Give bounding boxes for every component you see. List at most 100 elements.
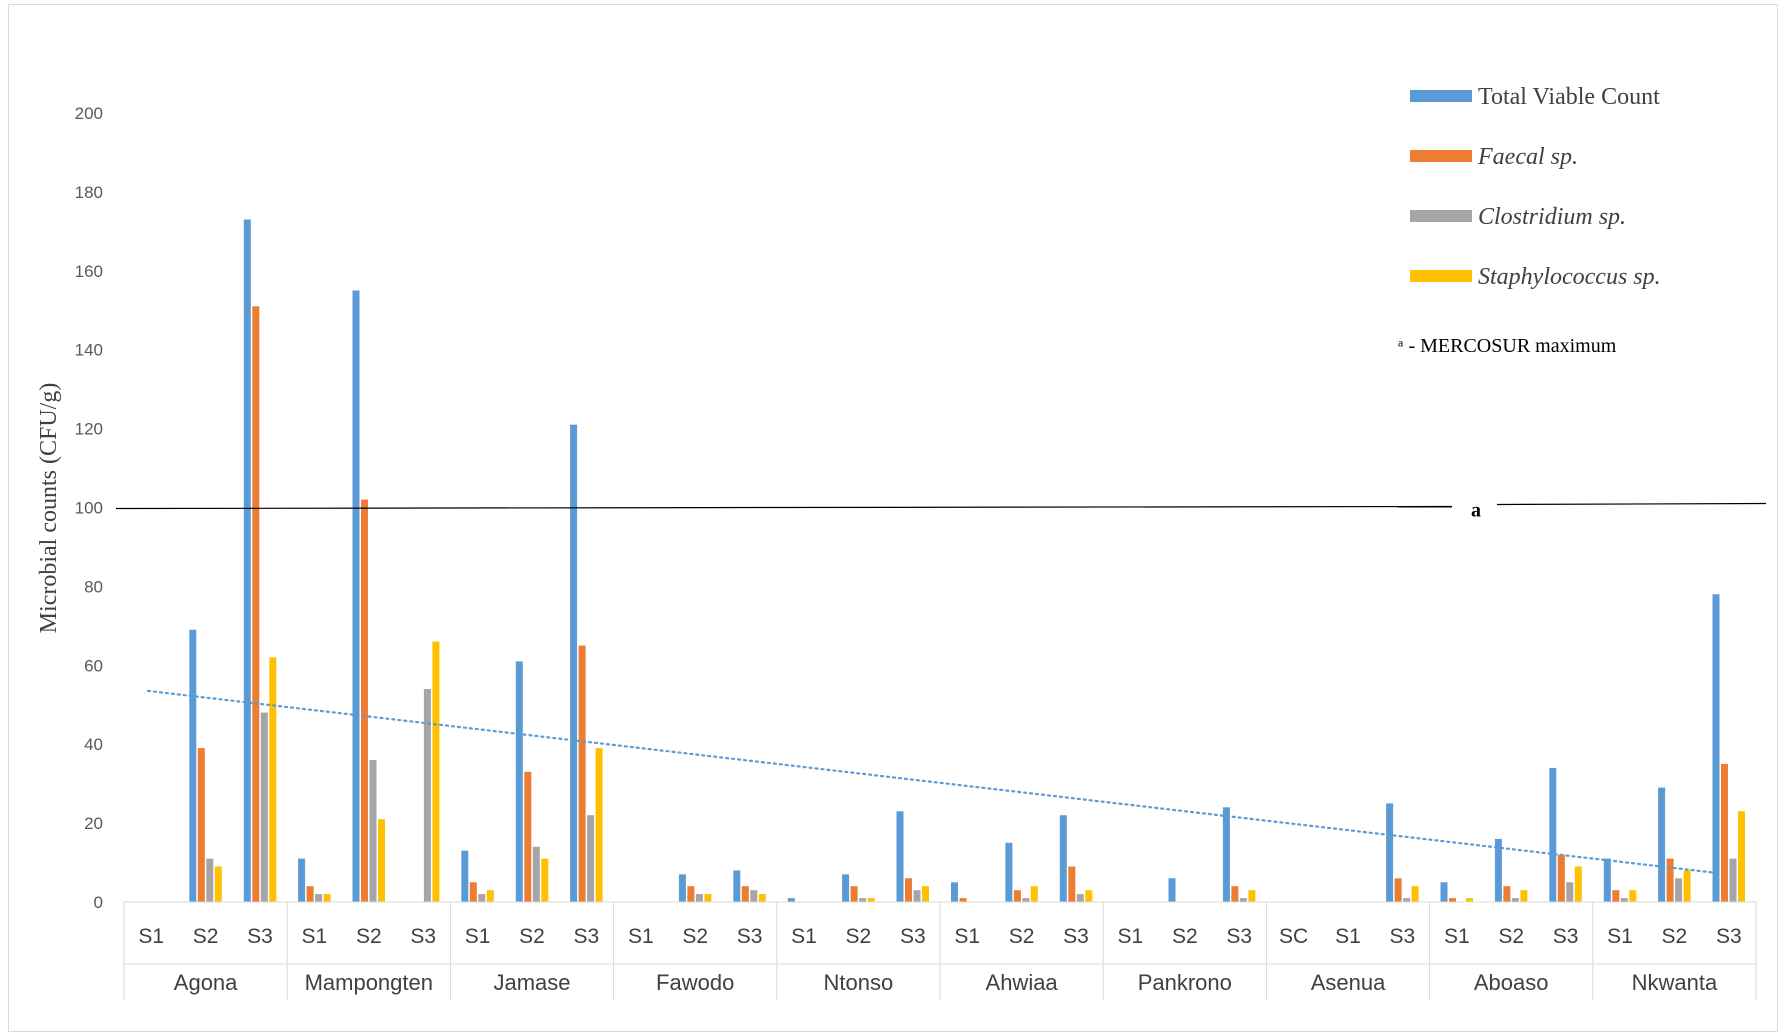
bar — [1503, 886, 1511, 902]
bar — [741, 886, 749, 902]
bar — [260, 712, 268, 902]
bar — [913, 890, 921, 902]
bar — [1239, 898, 1247, 902]
x-tick-label: S1 — [1444, 925, 1470, 948]
group-label: Asenua — [1311, 970, 1386, 995]
y-tick-label: 60 — [84, 656, 103, 675]
series-total-viable-count — [189, 219, 1720, 902]
x-tick-label: S1 — [628, 925, 654, 948]
y-tick-label: 160 — [75, 262, 103, 281]
bar — [1022, 898, 1030, 902]
y-tick-label: 140 — [75, 341, 103, 360]
x-tick-label: S3 — [900, 925, 926, 948]
bar — [905, 878, 912, 902]
bar — [1466, 898, 1473, 902]
y-tick-label: 180 — [75, 183, 103, 202]
bar — [1085, 890, 1093, 902]
bar — [1557, 854, 1565, 902]
bar — [951, 882, 958, 902]
y-tick-label: 200 — [75, 104, 103, 123]
bar — [750, 890, 758, 902]
x-tick-label: S2 — [846, 925, 872, 948]
bar — [189, 629, 197, 902]
group-label: Ntonso — [824, 970, 894, 995]
bar — [1386, 803, 1394, 902]
x-tick-label: S1 — [138, 925, 164, 948]
x-tick-label: S2 — [1498, 925, 1524, 948]
reference-line — [115, 505, 1453, 510]
bar — [252, 306, 260, 902]
group-label: Ahwiaa — [986, 970, 1059, 995]
bar — [1566, 882, 1574, 902]
bar — [1411, 886, 1419, 902]
reference-line-note: ᵃ - MERCOSUR maximum — [1398, 335, 1617, 357]
bar — [842, 874, 850, 902]
group-label: Fawodo — [656, 970, 734, 995]
bar — [1005, 842, 1013, 902]
bar — [206, 858, 214, 902]
bar — [570, 424, 578, 902]
bar — [695, 894, 703, 902]
bar — [787, 898, 795, 902]
trendline — [146, 689, 1714, 874]
bar — [214, 866, 222, 902]
bar — [1068, 866, 1076, 902]
bar — [1494, 838, 1502, 902]
legend-swatch — [1410, 210, 1472, 222]
bar — [432, 641, 440, 902]
bar — [524, 771, 532, 902]
bar — [306, 886, 314, 902]
bar — [687, 886, 695, 902]
bar — [595, 748, 603, 902]
bar — [704, 894, 712, 902]
x-tick-label: S3 — [737, 925, 763, 948]
x-tick-label: S1 — [954, 925, 980, 948]
bar — [1729, 858, 1737, 902]
legend-swatch — [1410, 270, 1472, 282]
bar — [243, 219, 251, 902]
bar — [378, 819, 385, 902]
group-label: Agona — [174, 970, 238, 995]
x-tick-label: S3 — [1390, 925, 1416, 948]
x-tick-label: S3 — [1063, 925, 1089, 948]
bar — [323, 894, 331, 902]
bar — [850, 886, 858, 902]
x-tick-label: S2 — [519, 925, 545, 948]
legend-label: Faecal sp. — [1477, 144, 1578, 170]
group-label: Mampongten — [305, 970, 433, 995]
bar — [1030, 886, 1038, 902]
bar — [1738, 811, 1745, 902]
bar — [541, 858, 549, 902]
bar — [1168, 878, 1176, 902]
y-tick-label: 40 — [84, 735, 103, 754]
y-axis-label: Microbial counts (CFU/g) — [36, 383, 62, 634]
bar — [1629, 890, 1637, 902]
y-tick-label: 120 — [75, 420, 103, 439]
legend-label: Total Viable Count — [1478, 84, 1660, 110]
bar — [678, 874, 686, 902]
y-tick-label: 100 — [75, 499, 103, 518]
bar — [1449, 898, 1456, 902]
x-tick-label: S3 — [1553, 925, 1579, 948]
bar — [486, 890, 494, 902]
bar — [1013, 890, 1021, 902]
bar — [1520, 890, 1528, 902]
bar — [197, 748, 205, 902]
x-tick-label: S3 — [1716, 925, 1742, 948]
legend-label: Staphylococcus sp. — [1478, 264, 1661, 290]
bar — [1440, 882, 1448, 902]
x-tick-label: S2 — [682, 925, 708, 948]
group-label: Aboaso — [1474, 970, 1549, 995]
y-tick-label: 20 — [84, 814, 103, 833]
x-tick-label: S1 — [1118, 925, 1144, 948]
bar — [1666, 858, 1674, 902]
x-tick-label: S3 — [247, 925, 273, 948]
bar — [1603, 858, 1611, 902]
bar — [587, 815, 595, 902]
bar — [1549, 767, 1557, 902]
group-label: Pankrono — [1138, 970, 1232, 995]
x-tick-label: S1 — [302, 925, 328, 948]
legend-swatch — [1410, 150, 1472, 162]
bar — [896, 811, 904, 902]
